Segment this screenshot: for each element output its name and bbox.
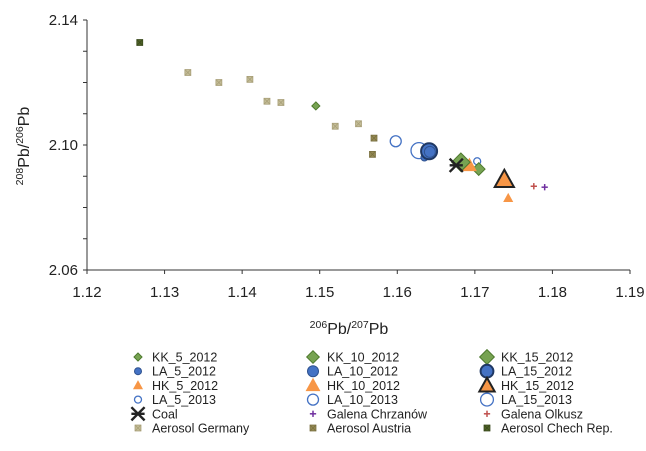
legend-marker [309,410,317,417]
legend-marker [309,424,317,432]
legend-marker [134,424,142,432]
legend-item: LA_15_2012 [479,363,572,379]
legend-item: HK_10_2012 [305,377,400,393]
legend-item: Aerosol Chech Rep. [483,422,613,436]
legend-label: Aerosol Germany [152,422,250,436]
point-kk-5-2012 [311,101,321,111]
legend-item: KK_15_2012 [478,348,573,366]
y-tick-label: 2.06 [49,262,78,279]
legend-marker [483,424,491,432]
legend-label: HK_15_2012 [501,379,574,393]
legend-item: Aerosol Germany [134,422,250,436]
legend-item: HK_15_2012 [477,375,574,393]
legend-label: LA_15_2013 [501,393,572,407]
legend-item: LA_5_2013 [133,393,216,407]
legend-label: Aerosol Austria [327,422,411,436]
point-aerosol-austria [369,150,376,158]
x-tick-label: 1.18 [538,284,567,301]
legend-item: Coal [130,406,178,422]
legend-label: LA_15_2012 [501,365,572,379]
legend-marker [478,348,496,366]
legend-label: HK_5_2012 [152,379,218,393]
legend-item: LA_15_2013 [479,392,572,407]
legend-marker [305,349,321,365]
y-tick-label: 2.14 [49,12,78,29]
legend-marker [477,375,497,393]
point-la-10-2012 [423,145,436,158]
legend-marker [134,367,142,376]
point-hk-15-2012 [493,167,516,189]
point-aerosol-germany [184,69,192,76]
legend-label: Aerosol Chech Rep. [501,422,613,436]
point-aerosol-germany [331,122,339,130]
legend-marker [133,352,143,362]
legend-marker [130,406,146,422]
legend-label: KK_10_2012 [327,351,399,365]
legend-marker [306,393,320,406]
point-hk-5-2012 [503,192,514,202]
legend-item: LA_10_2013 [306,393,398,407]
x-ticks: 1.12 1.13 1.14 1.15 1.16 1.17 1.18 1.19 [72,270,645,301]
point-aerosol-germany [355,120,362,128]
x-axis-title: 206Pb/207Pb [310,319,389,338]
point-aerosol-austria [370,134,378,142]
legend-label: HK_10_2012 [327,379,400,393]
plot-points [136,39,548,202]
legend-item: LA_5_2012 [134,365,216,379]
legend-item: KK_10_2012 [305,349,399,365]
x-tick-label: 1.14 [228,284,257,301]
legend: KK_5_2012 KK_10_2012 KK_15_2012 LA_5_2012 LA… [130,348,613,436]
x-tick-label: 1.15 [305,284,334,301]
point-aerosol-germany [277,99,285,106]
point-la-10-2013 [389,135,402,148]
point-coal [448,157,464,173]
legend-label: LA_5_2012 [152,365,216,379]
legend-label: LA_10_2013 [327,393,398,407]
point-galena-olkusz [530,183,537,190]
point-aerosol-germany [215,79,223,86]
y-tick-label: 2.10 [49,137,78,154]
legend-item: Aerosol Austria [309,422,411,436]
legend-label: Coal [152,407,178,421]
legend-label: KK_5_2012 [152,351,217,365]
legend-marker [483,410,491,417]
legend-label: LA_5_2013 [152,393,216,407]
legend-item: LA_10_2012 [307,365,398,379]
x-tick-label: 1.12 [72,284,101,301]
legend-item: Galena Chrzanów [309,407,428,421]
legend-marker [133,395,143,404]
point-aerosol-germany [246,76,254,83]
point-aerosol-chech-rep [136,39,144,46]
legend-label: LA_10_2012 [327,365,398,379]
legend-marker [479,392,495,407]
x-tick-label: 1.17 [460,284,489,301]
axes [86,20,630,271]
point-galena-chrzan-w [541,184,548,191]
legend-label: Galena Chrzanów [327,407,428,421]
legend-marker [307,365,319,378]
legend-item: KK_5_2012 [133,351,217,365]
x-tick-label: 1.16 [383,284,412,301]
legend-marker [305,377,321,392]
y-axis-title: 208Pb/206Pb [14,107,33,186]
legend-item: HK_5_2012 [132,379,218,393]
x-tick-label: 1.13 [150,284,179,301]
y-ticks: 2.06 2.10 2.14 [49,12,87,279]
legend-label: Galena Olkusz [501,407,583,421]
point-aerosol-germany [263,97,271,105]
legend-marker [132,380,144,390]
x-tick-label: 1.19 [615,284,644,301]
legend-label: KK_15_2012 [501,351,573,365]
legend-item: Galena Olkusz [483,407,583,421]
